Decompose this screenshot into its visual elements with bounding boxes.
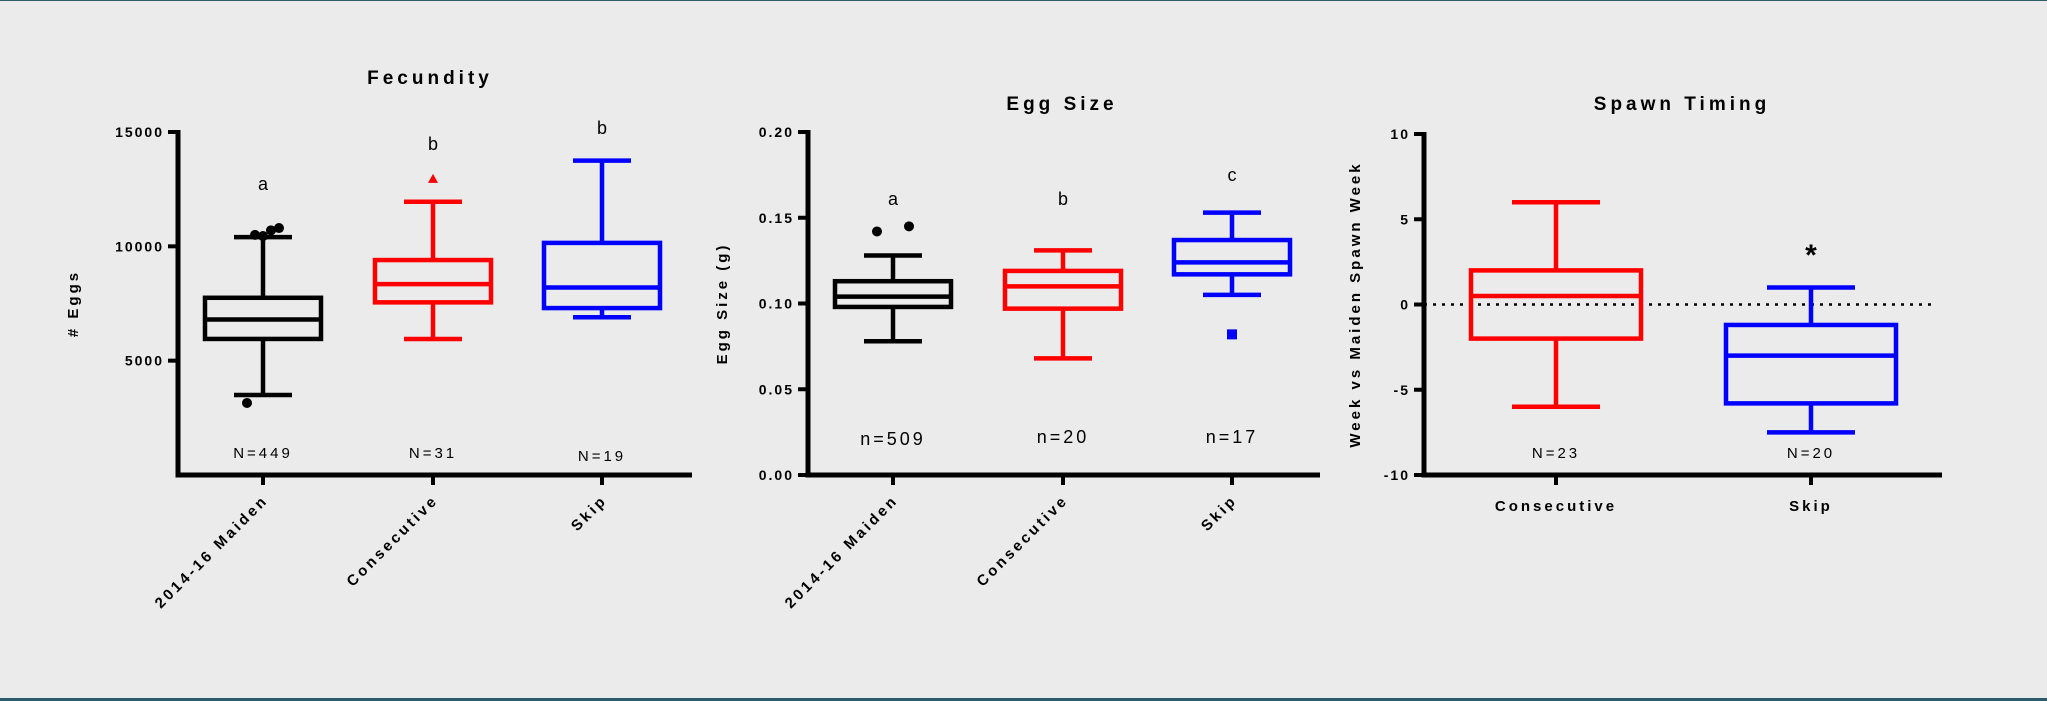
outlier-point — [904, 221, 914, 232]
y-tick-label: 5 — [1400, 211, 1410, 227]
outlier-point — [428, 173, 438, 183]
significance-letter: b — [428, 134, 438, 154]
x-tick-label: Skip — [568, 492, 611, 535]
sample-size-label: N=19 — [578, 448, 626, 465]
y-tick-label: 15000 — [115, 124, 164, 140]
outlier-point — [250, 229, 260, 240]
box-iqr — [372, 257, 494, 305]
y-tick-label: 10 — [1390, 126, 1410, 142]
y-tick-label: 0.15 — [759, 210, 794, 226]
box-plot-consecutive: Consecutive N=23 — [1468, 199, 1644, 515]
outlier-point — [274, 223, 284, 234]
significance-letter: a — [888, 189, 899, 209]
significance-letter: b — [1058, 189, 1068, 209]
significance-letter: a — [258, 174, 269, 194]
chart-title: Egg Size — [1006, 94, 1117, 115]
box-plot-consecutive: Consecutive b n=20 — [973, 189, 1124, 590]
y-tick-label: 5000 — [125, 353, 164, 369]
box-iqr — [1468, 268, 1644, 341]
chart-title: Spawn Timing — [1594, 94, 1770, 115]
y-tick-label: 0 — [1400, 297, 1410, 313]
box-iqr — [1002, 268, 1124, 311]
significance-letter: b — [597, 118, 607, 138]
sample-size-label: N=449 — [233, 445, 293, 462]
outlier-point — [242, 397, 252, 408]
sample-size-label: N=31 — [409, 445, 457, 462]
outlier-point — [872, 226, 882, 237]
x-tick-label: Skip — [1198, 492, 1241, 535]
outlier-point — [266, 225, 276, 236]
y-tick-label: 10000 — [115, 238, 164, 254]
outlier-point — [1227, 329, 1237, 340]
y-tick-label: -5 — [1394, 382, 1410, 398]
x-tick-label: Consecutive — [1495, 498, 1617, 515]
significance-letter: c — [1228, 165, 1237, 185]
box-plot-skip: Skip b N=19 — [541, 118, 663, 535]
box-plot-skip: Skip * N=20 — [1723, 239, 1899, 515]
box-iqr — [1171, 237, 1293, 277]
box-iqr — [832, 278, 954, 310]
y-tick-label: 0.05 — [759, 381, 794, 397]
y-axis-label: Week vs Maiden Spawn Week — [1347, 161, 1364, 447]
y-tick-label: -10 — [1384, 467, 1410, 483]
sample-size-label: n=20 — [1037, 427, 1090, 447]
y-axis-label: # Eggs — [65, 270, 82, 337]
significance-letter: * — [1805, 239, 1817, 272]
x-tick-label: 2014-16 Maiden — [782, 492, 902, 612]
outlier-point — [258, 231, 268, 242]
box-plot-consecutive: Consecutive b N=31 — [343, 134, 494, 590]
y-axis-label: Egg Size (g) — [714, 243, 731, 365]
x-tick-label: Skip — [1789, 498, 1833, 515]
x-tick-label: Consecutive — [343, 492, 441, 590]
chart-panel-3: Spawn Timing Week vs Maiden Spawn Week -10… — [1347, 94, 1942, 515]
y-tick-label: 0.10 — [759, 296, 794, 312]
chart-panel-2: Egg Size Egg Size (g) 0.00 0.05 0.10 0.15 0.20… — [714, 94, 1320, 612]
sample-size-label: n=17 — [1206, 427, 1259, 447]
y-tick-label: 0.00 — [759, 467, 794, 483]
sample-size-label: N=20 — [1787, 445, 1835, 462]
sample-size-label: N=23 — [1532, 445, 1580, 462]
chart-title: Fecundity — [367, 68, 493, 89]
box-plot-skip: Skip c n=17 — [1171, 165, 1293, 535]
sample-size-label: n=509 — [860, 429, 926, 449]
box-iqr — [1723, 322, 1899, 406]
y-tick-label: 0.20 — [759, 124, 794, 140]
box-iqr — [541, 240, 663, 311]
x-tick-label: 2014-16 Maiden — [152, 492, 272, 612]
x-tick-label: Consecutive — [973, 492, 1071, 590]
chart-panel-1: Fecundity # Eggs 5000 10000 15000 2014-16 Mai… — [65, 68, 692, 612]
